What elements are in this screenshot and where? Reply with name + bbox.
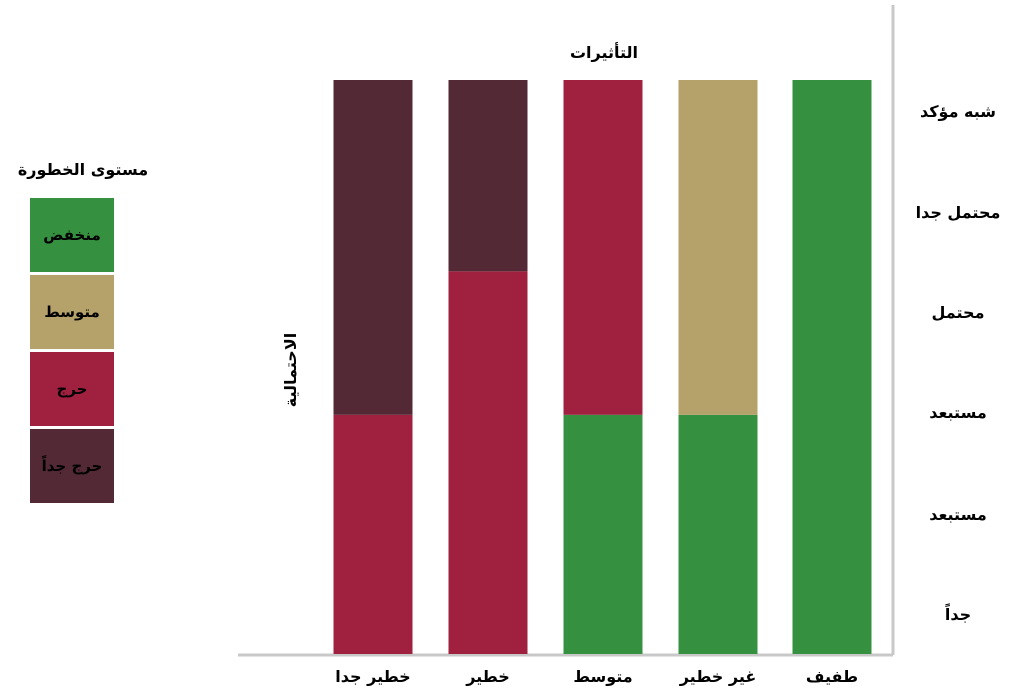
- bar-segment-very-critical-4: [448, 80, 528, 272]
- legend-item-very-critical: حرج جداً: [30, 429, 114, 503]
- legend-item-critical: حرج: [30, 352, 114, 426]
- bar-segment-critical-5: [333, 414, 413, 654]
- bar-segment-very-critical-5: [333, 80, 413, 415]
- x-tick-label-5: خطير جدا: [335, 667, 410, 686]
- bar-segment-critical-3: [563, 80, 643, 415]
- x-tick-label-4: خطير: [465, 667, 510, 686]
- y-tick-label-3: مستبعد: [929, 403, 987, 422]
- bar-segment-critical-4: [448, 271, 528, 654]
- x-tick-label-3: متوسط: [573, 667, 632, 686]
- x-tick-label-1: طفيف: [806, 667, 858, 686]
- x-tick-labels: طفيف غير خطير متوسط خطير خطير جدا: [335, 667, 858, 686]
- y-tick-label-1: جداً: [945, 602, 972, 624]
- y-axis-label: الاحتمالية: [281, 333, 300, 407]
- legend-item-low: منخفض: [30, 198, 114, 272]
- y-tick-label-2: مستبعد: [929, 505, 987, 524]
- y-tick-label-5: محتمل جدا: [916, 203, 1001, 222]
- bar-segment-medium-2: [678, 80, 758, 415]
- y-tick-label-6: شبه مؤكد: [920, 102, 996, 121]
- chart-title: التأثيرات: [570, 42, 638, 62]
- legend-item-medium: متوسط: [30, 275, 114, 349]
- legend-items: منخفض متوسط حرج حرج جداً: [30, 198, 114, 506]
- bar-segment-low-2: [678, 414, 758, 654]
- y-tick-label-4: محتمل: [932, 303, 985, 322]
- legend-title: مستوى الخطورة: [17, 160, 149, 179]
- x-tick-label-2: غير خطير: [679, 667, 757, 686]
- bar-segment-low-3: [563, 414, 643, 654]
- bars-group: [333, 80, 872, 654]
- y-tick-labels: جداً مستبعد مستبعد محتمل محتمل جدا شبه مؤكد: [916, 102, 1001, 624]
- bar-segment-low-1: [792, 80, 872, 654]
